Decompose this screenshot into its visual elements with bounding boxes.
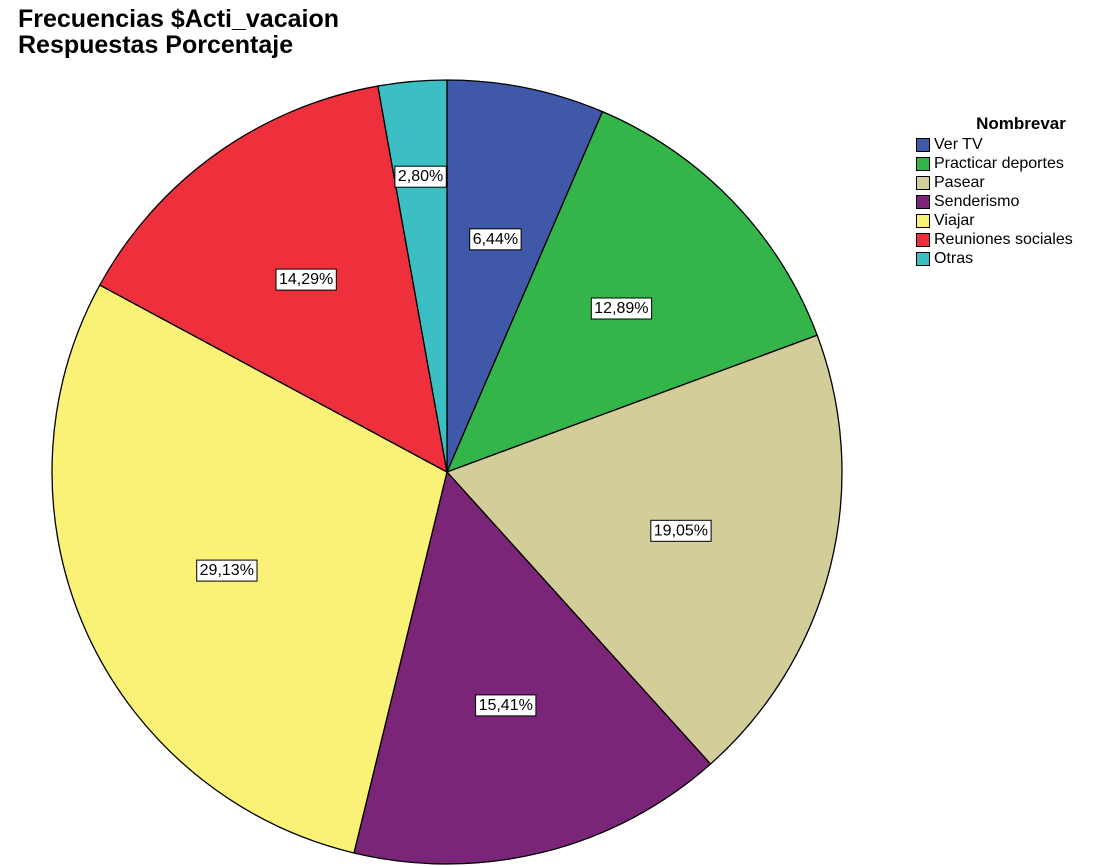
- pie-slice-senderismo: [353, 471, 712, 865]
- legend-item-reuniones-sociales: Reuniones sociales: [916, 230, 1112, 249]
- chart-title-line-1: Frecuencias $Acti_vacaion: [18, 5, 339, 33]
- data-label-box: [650, 519, 712, 542]
- chart-title: Frecuencias $Acti_vacaion Respuestas Por…: [18, 6, 339, 58]
- data-label-text: 6,44%: [473, 231, 518, 248]
- legend-title: Nombrevar: [976, 114, 1066, 133]
- data-label-text: 19,05%: [654, 522, 708, 539]
- data-label-box: [590, 297, 653, 320]
- data-label-text: 29,13%: [200, 562, 254, 579]
- legend-item-pasear: Pasear: [916, 173, 1112, 192]
- legend-item-practicar-deportes: Practicar deportes: [916, 154, 1112, 173]
- data-label-text: 14,29%: [279, 271, 333, 288]
- data-label-otras: 2,80%: [394, 165, 447, 188]
- data-label-text: 15,41%: [479, 697, 533, 714]
- pie-slice-ver-tv: [446, 79, 604, 473]
- legend-label: Senderismo: [934, 192, 1020, 210]
- data-label-box: [394, 165, 447, 188]
- legend-items: Ver TV Practicar deportes Pasear Senderismo…: [916, 135, 1112, 268]
- legend-label: Practicar deportes: [934, 154, 1064, 172]
- data-label-box: [469, 228, 522, 251]
- legend-swatch: [916, 156, 930, 171]
- data-label-practicar-deportes: 12,89%: [590, 297, 653, 320]
- data-label-text: 2,80%: [398, 168, 443, 185]
- legend-swatch: [916, 175, 930, 190]
- legend: Nombrevar Ver TV Practicar deportes Pasear…: [916, 114, 1112, 268]
- legend-item-senderismo: Senderismo: [916, 192, 1112, 211]
- legend-label: Pasear: [934, 173, 985, 191]
- data-label-text: 12,89%: [594, 300, 648, 317]
- legend-label: Viajar: [934, 211, 975, 229]
- legend-label: Otras: [934, 249, 974, 267]
- data-label-viajar: 29,13%: [196, 559, 258, 582]
- legend-label: Reuniones sociales: [934, 230, 1073, 248]
- legend-swatch: [916, 137, 930, 152]
- pie-slice-reuniones-sociales: [99, 85, 448, 473]
- legend-swatch: [916, 232, 930, 247]
- legend-item-ver-tv: Ver TV: [916, 135, 1112, 154]
- legend-item-otras: Otras: [916, 249, 1112, 268]
- chart-title-line-2: Respuestas Porcentaje: [18, 31, 294, 59]
- data-label-pasear: 19,05%: [650, 519, 712, 542]
- data-label-box: [275, 268, 337, 291]
- legend-swatch: [916, 213, 930, 228]
- legend-swatch: [916, 251, 930, 266]
- data-label-reuniones-sociales: 14,29%: [275, 268, 337, 291]
- legend-label: Ver TV: [934, 135, 983, 153]
- pie-slice-pasear: [446, 334, 843, 765]
- data-label-box: [475, 694, 537, 717]
- data-label-senderismo: 15,41%: [475, 694, 537, 717]
- data-label-box: [196, 559, 258, 582]
- pie-slice-practicar-deportes: [446, 111, 818, 473]
- legend-item-viajar: Viajar: [916, 211, 1112, 230]
- legend-swatch: [916, 194, 930, 209]
- data-label-ver-tv: 6,44%: [469, 228, 522, 251]
